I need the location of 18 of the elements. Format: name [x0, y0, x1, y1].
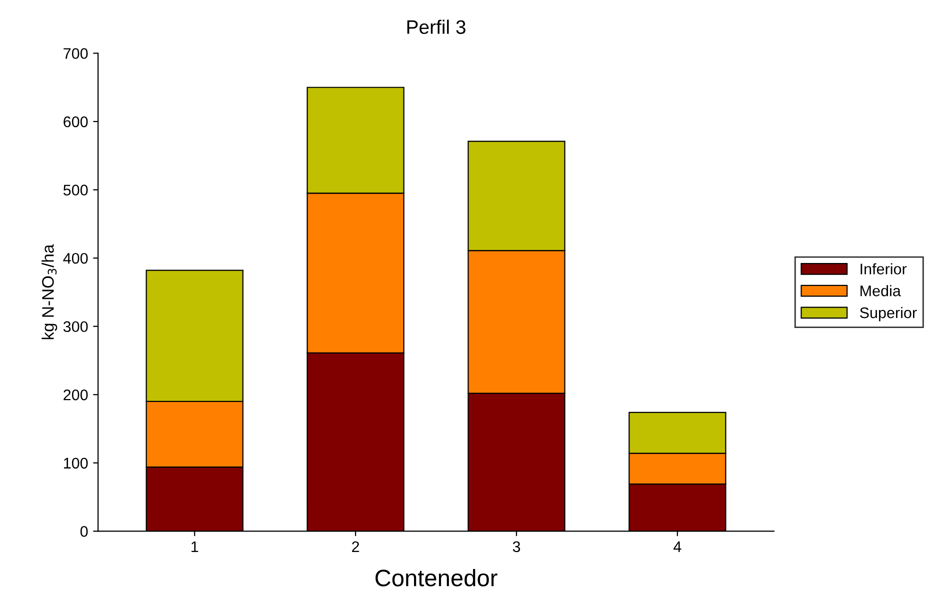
y-tick-label: 700 — [64, 48, 88, 59]
y-axis-title: kg N-NO$_{3}$/ha — [42, 244, 58, 340]
legend-label: Superior — [860, 306, 917, 322]
x-tick-label: 2 — [352, 541, 360, 552]
chart-title: Perfil 3 — [407, 20, 466, 34]
x-axis-title: Contenedor — [376, 569, 498, 586]
y-tick-label: 0 — [80, 526, 88, 537]
y-tick-label: 400 — [63, 252, 88, 264]
x-tick-label: 1 — [192, 541, 198, 552]
y-tick-label: 300 — [63, 321, 88, 332]
x-tick-label: 3 — [512, 541, 520, 552]
y-tick-label: 600 — [64, 116, 88, 128]
x-tick-label: 4 — [674, 541, 682, 552]
legend-label: Inferior — [860, 263, 907, 274]
y-tick-label: 500 — [63, 184, 88, 196]
y-tick-label: 100 — [64, 458, 88, 469]
legend-label: Media — [860, 285, 901, 296]
y-tick-label: 200 — [64, 390, 88, 400]
